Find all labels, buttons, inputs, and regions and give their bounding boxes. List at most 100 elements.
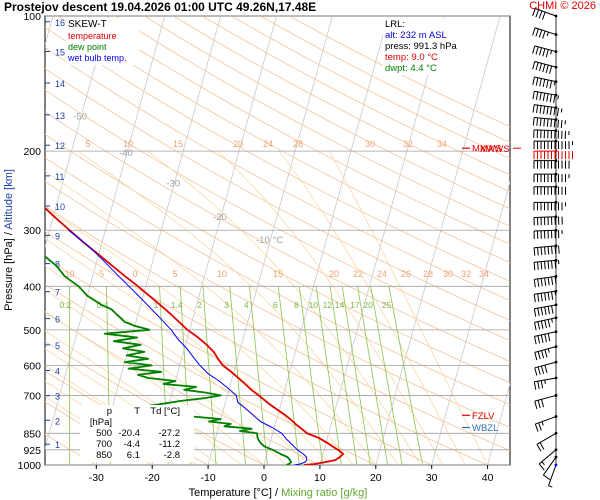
wind-barb-dot	[554, 244, 558, 248]
wind-barb-feather	[542, 48, 546, 57]
wind-barb-feather	[544, 246, 546, 255]
wind-barb-feather	[546, 106, 549, 115]
wind-barb-dot	[554, 360, 558, 364]
wind-barb-feather	[545, 64, 549, 73]
mixing-ratio-line	[329, 286, 358, 465]
mixing-ratio-line	[249, 286, 268, 465]
theta-label: 26	[401, 269, 411, 279]
cell-t: 6.1	[126, 450, 140, 461]
wind-barb-feather	[544, 349, 548, 358]
pressure-tick-label: 400	[23, 281, 41, 293]
wind-barb-dot	[554, 394, 558, 397]
theta-label: 15	[173, 139, 183, 149]
wind-barb-feather	[540, 278, 543, 287]
isotherm-line	[544, 16, 600, 465]
wind-barb-feather	[545, 49, 549, 58]
altitude-tick-label: 9	[55, 231, 60, 241]
altitude-tick-label: 11	[55, 172, 64, 182]
wind-barb	[533, 244, 560, 256]
wind-barb-feather	[549, 65, 553, 74]
wind-barb-feather	[543, 474, 551, 481]
wind-barb-feather	[544, 277, 547, 286]
wind-barb-feather	[554, 260, 557, 269]
wind-barb-feather	[534, 367, 538, 376]
wind-barb-feather	[532, 76, 535, 85]
mixing-ratio-line	[277, 286, 300, 465]
theta-label: 0	[132, 269, 137, 279]
wind-barb	[534, 345, 558, 361]
theta-label: -5	[96, 269, 104, 279]
mixing-ratio-label: 8	[294, 300, 299, 310]
wind-barb-feather	[537, 366, 541, 375]
wind-barb-feather	[547, 260, 550, 269]
theta-label: 30	[365, 139, 375, 149]
wind-barb-half	[550, 50, 553, 55]
wind-barb-feather	[539, 118, 542, 127]
cell-p: 850	[96, 450, 112, 461]
wind-barb-feather	[544, 320, 547, 329]
wind-barb	[533, 228, 563, 240]
wind-barb-feather	[532, 117, 535, 126]
wind-barb-feather	[534, 423, 539, 432]
x-tick-label: 20	[370, 472, 382, 484]
altitude-tick-label: 13	[55, 111, 65, 121]
wind-barb-dot	[554, 80, 558, 84]
wind-barb-feather	[551, 291, 554, 300]
levels-table-header: p [hPa] T Td [°C]	[82, 406, 192, 428]
isotherm-label: -20	[213, 212, 227, 223]
wind-barb-feather	[538, 422, 542, 431]
wind-barb-feather	[546, 93, 549, 102]
x-tick-label: 40	[482, 472, 494, 484]
mixing-ratio-label: 3	[224, 300, 229, 310]
dry-adiabat	[45, 133, 510, 384]
wind-barb-dot	[554, 215, 558, 219]
isotherm-line	[45, 16, 110, 249]
theta-label: 10	[123, 139, 133, 149]
wind-barb-feather	[538, 63, 542, 72]
wind-barb-staff	[534, 394, 557, 402]
wind-barb-staff	[534, 117, 557, 120]
wind-barb-feather	[547, 319, 551, 328]
wind-barb	[533, 215, 563, 226]
mixing-ratio-line	[370, 286, 403, 465]
dry-adiabat	[144, 16, 510, 210]
wind-barb-feather	[540, 261, 543, 270]
theta-label: 28	[293, 139, 303, 149]
wind-barb-dot	[554, 455, 558, 459]
wind-barb-feather	[538, 10, 543, 19]
wind-barb	[533, 159, 570, 169]
wind-barb	[533, 330, 558, 345]
pressure-tick-label: 300	[23, 225, 41, 237]
cell-t: -20.4	[118, 428, 140, 439]
wind-barb-half	[557, 95, 559, 100]
wind-barb-feather	[533, 247, 536, 256]
dry-adiabat	[45, 26, 510, 282]
wind-barb-feather	[540, 380, 544, 389]
station-alt: alt: 232 m ASL	[385, 30, 447, 41]
table-row: 700 -4.4 -11.2	[82, 439, 192, 450]
wind-barb	[533, 274, 558, 288]
theta-label: 24	[377, 269, 387, 279]
legend: SKEW-T temperature dew point wet bulb te…	[66, 18, 140, 65]
dry-adiabat	[45, 89, 510, 342]
wind-barb	[532, 8, 558, 20]
wind-barb	[534, 415, 558, 432]
wind-barb	[533, 129, 570, 139]
dry-adiabat	[86, 16, 510, 245]
x-axis-label: Temperature [°C] / Mixing ratio [g/kg]	[189, 487, 368, 499]
wind-barb-half	[541, 461, 545, 466]
wind-barb-staff	[542, 456, 557, 476]
wind-barb-staff	[534, 27, 557, 36]
altitude-tick-label: 15	[55, 48, 65, 58]
altitude-tick-label: 6	[55, 315, 60, 325]
wind-barb	[532, 117, 566, 129]
theta-label: 5	[172, 269, 177, 279]
wind-barb-dot	[554, 159, 558, 163]
station-press: press: 991.3 hPa	[385, 41, 457, 52]
wind-barb-dot	[554, 106, 558, 110]
wind-barb	[532, 27, 558, 39]
wind-barb-feather	[537, 335, 541, 344]
x-tick-label: 30	[426, 472, 438, 484]
wind-barb-feather	[538, 47, 542, 56]
isotherm-line	[375, 16, 501, 465]
